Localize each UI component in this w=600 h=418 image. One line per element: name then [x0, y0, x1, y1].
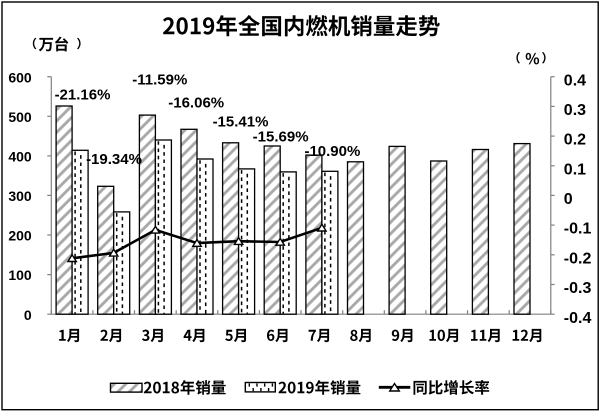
svg-text:600: 600	[8, 69, 32, 85]
svg-text:-15.69%: -15.69%	[253, 129, 309, 146]
svg-text:-19.34%: -19.34%	[86, 151, 142, 168]
svg-text:300: 300	[8, 188, 32, 204]
svg-text:-16.06%: -16.06%	[168, 95, 224, 112]
svg-text:0: 0	[24, 307, 32, 323]
svg-text:100: 100	[8, 267, 32, 283]
svg-text:0.4: 0.4	[564, 72, 586, 89]
svg-text:-0.3: -0.3	[564, 280, 592, 297]
svg-text:400: 400	[8, 149, 32, 165]
svg-text:0: 0	[564, 191, 573, 208]
svg-text:-10.90%: -10.90%	[304, 143, 360, 160]
svg-text:-11.59%: -11.59%	[132, 71, 187, 88]
svg-text:-21.16%: -21.16%	[55, 86, 111, 103]
svg-text:-0.2: -0.2	[564, 250, 592, 267]
svg-text:0.3: 0.3	[564, 102, 586, 119]
svg-text:500: 500	[8, 109, 32, 125]
svg-text:-0.4: -0.4	[564, 310, 592, 327]
svg-text:-0.1: -0.1	[564, 221, 592, 238]
svg-text:200: 200	[8, 228, 32, 244]
svg-text:0.2: 0.2	[564, 132, 586, 149]
svg-text:0.1: 0.1	[564, 161, 586, 178]
svg-text:-15.41%: -15.41%	[213, 114, 269, 131]
